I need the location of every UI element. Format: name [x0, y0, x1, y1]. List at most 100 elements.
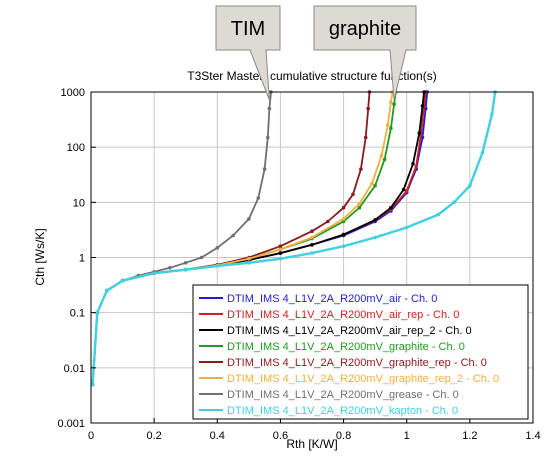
series-point — [262, 167, 267, 171]
series-point — [310, 229, 314, 233]
series-point — [183, 261, 188, 265]
x-tick-label: 0 — [88, 430, 94, 442]
series-point — [389, 205, 393, 210]
series-point — [215, 246, 220, 250]
series-point — [373, 183, 377, 188]
series-point — [480, 150, 485, 155]
x-tick-label: 0.6 — [273, 430, 288, 442]
legend-label: DTIM_IMS 4_L1V_2A_R200mV_graphite - Ch. … — [227, 341, 465, 353]
series-point — [247, 261, 251, 265]
series-point — [95, 310, 100, 315]
series-point — [392, 102, 396, 106]
series-point — [341, 232, 346, 237]
series-point — [490, 112, 494, 116]
y-tick-label: 0.1 — [70, 308, 85, 320]
series-group — [90, 90, 497, 387]
legend-label: DTIM_IMS 4_L1V_2A_R200mV_air - Ch. 0 — [227, 293, 437, 305]
series-point — [468, 183, 472, 188]
series-point — [266, 135, 270, 140]
callout-label: graphite — [329, 18, 401, 40]
series-point — [452, 200, 456, 205]
y-tick-label: 1000 — [61, 87, 85, 99]
legend-label: DTIM_IMS 4_L1V_2A_R200mV_air_rep - Ch. 0 — [227, 309, 459, 321]
legend-box — [192, 284, 529, 420]
series-point — [326, 219, 330, 224]
y-tick-label: 10 — [73, 197, 85, 209]
series-point — [247, 217, 251, 221]
y-tick-label: 0.01 — [64, 363, 85, 375]
series-point — [168, 266, 172, 270]
series-point — [278, 251, 283, 255]
series-point — [310, 251, 314, 255]
series-point — [379, 153, 384, 158]
series-point — [363, 135, 368, 140]
grid — [91, 92, 533, 423]
series-point — [404, 225, 409, 230]
series-point — [417, 131, 422, 135]
series-point — [357, 205, 362, 210]
series-point — [183, 267, 188, 272]
x-tick-label: 0.2 — [146, 430, 161, 442]
series-point — [389, 100, 393, 105]
series-point — [231, 233, 235, 238]
chart-title: T3Ster Master: cumulative structure func… — [187, 69, 436, 83]
series-point — [152, 271, 156, 276]
y-tick-label: 0.001 — [57, 418, 85, 430]
tick-labels: 0 0.2 0.4 0.6 0.8 1 1.2 1.4 0.001 0.01 0.1 1 10 100 10… — [57, 87, 540, 442]
x-tick-label: 1.2 — [462, 430, 477, 442]
series-point — [414, 164, 419, 169]
callout-shape — [215, 5, 281, 101]
series-point — [90, 382, 95, 387]
series-point — [199, 255, 204, 260]
series-point — [278, 244, 283, 248]
callout-label: TIM — [231, 18, 265, 40]
callouts: TIM graphite — [215, 5, 417, 101]
legend-label: DTIM_IMS 4_L1V_2A_R200mV_air_rep_2 - Ch.… — [227, 325, 472, 337]
series-point — [351, 192, 355, 197]
legend: DTIM_IMS 4_L1V_2A_R200mV_air - Ch. 0 DTIM… — [192, 284, 529, 420]
series-point — [382, 157, 387, 162]
series-point — [386, 123, 390, 127]
series-point — [278, 247, 283, 252]
series-point — [366, 106, 371, 111]
series-point — [401, 187, 406, 192]
series-point — [370, 181, 374, 186]
callout-shape — [313, 5, 417, 101]
legend-label: DTIM_IMS 4_L1V_2A_R200mV_kapton - Ch. 0 — [227, 405, 458, 417]
legend-label: DTIM_IMS 4_L1V_2A_R200mV_graphite_rep_2 … — [227, 373, 499, 385]
series-point — [310, 235, 314, 240]
series-point — [120, 278, 125, 283]
legend-label: DTIM_IMS 4_L1V_2A_R200mV_graphite_rep - … — [227, 357, 487, 369]
series-point — [373, 218, 377, 222]
series-point — [436, 212, 441, 217]
x-tick-label: 0.8 — [336, 430, 351, 442]
series-point — [105, 288, 109, 293]
series-point — [267, 106, 272, 111]
series-point — [341, 244, 346, 248]
y-tick-label: 1 — [79, 253, 85, 265]
series-point — [420, 135, 425, 140]
series-point — [310, 243, 314, 247]
legend-label: DTIM_IMS 4_L1V_2A_R200mV_grease - Ch. 0 — [227, 389, 459, 401]
x-tick-label: 1.4 — [525, 430, 540, 442]
series-point — [359, 167, 363, 171]
series-point — [341, 219, 346, 224]
x-axis-label: Rth [K/W] — [286, 437, 337, 451]
series-point — [404, 189, 409, 193]
x-tick-label: 0.4 — [210, 430, 225, 442]
series-point — [411, 162, 415, 166]
series-point — [341, 217, 346, 221]
y-tick-label: 100 — [67, 142, 85, 154]
series-point — [389, 126, 393, 131]
series-point — [373, 235, 377, 240]
series-point — [247, 256, 251, 261]
x-tick-label: 1 — [404, 430, 410, 442]
series-point — [357, 201, 362, 206]
series-point — [215, 264, 220, 268]
series-point — [420, 104, 425, 108]
y-axis-label: Cth [Ws/K] — [33, 228, 47, 285]
series-point — [256, 196, 261, 200]
series-point — [278, 256, 283, 261]
series-point — [341, 205, 346, 210]
